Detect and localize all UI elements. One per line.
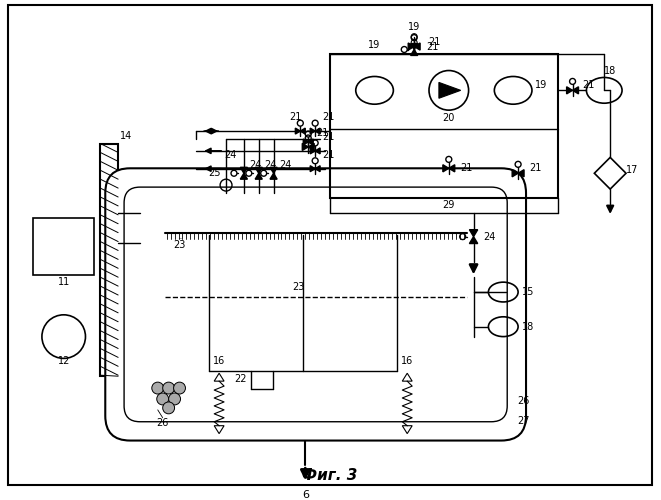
Text: 17: 17: [626, 166, 638, 175]
Polygon shape: [518, 170, 524, 177]
Text: 20: 20: [443, 113, 455, 123]
Polygon shape: [408, 43, 414, 50]
Text: 21: 21: [461, 164, 473, 173]
Circle shape: [163, 402, 175, 414]
Text: 19: 19: [535, 80, 547, 90]
Text: 21: 21: [322, 132, 334, 142]
Text: 21: 21: [316, 128, 329, 138]
Polygon shape: [315, 148, 320, 154]
Polygon shape: [469, 236, 478, 244]
Text: 21: 21: [426, 42, 438, 51]
Polygon shape: [255, 174, 262, 179]
Text: 24: 24: [250, 160, 262, 170]
Text: 23: 23: [292, 282, 305, 292]
Circle shape: [152, 382, 164, 394]
Circle shape: [174, 382, 186, 394]
Text: 19: 19: [368, 40, 381, 50]
Polygon shape: [315, 166, 320, 172]
Text: 21: 21: [289, 112, 301, 122]
Bar: [100, 144, 118, 376]
Text: 21: 21: [322, 150, 334, 160]
Polygon shape: [310, 148, 315, 154]
Polygon shape: [295, 128, 300, 134]
Bar: [330, 54, 558, 198]
Polygon shape: [443, 164, 449, 172]
Polygon shape: [410, 50, 418, 56]
Polygon shape: [300, 128, 305, 134]
Text: 22: 22: [235, 374, 247, 384]
Text: 24: 24: [264, 160, 277, 170]
Text: 27: 27: [517, 416, 529, 426]
Text: 25: 25: [208, 168, 220, 178]
Text: 24: 24: [483, 232, 496, 241]
FancyBboxPatch shape: [124, 187, 507, 422]
Text: 11: 11: [58, 277, 70, 287]
Polygon shape: [241, 174, 247, 179]
Text: 16: 16: [401, 356, 413, 366]
Polygon shape: [308, 139, 313, 145]
Polygon shape: [310, 128, 315, 134]
Circle shape: [163, 382, 175, 394]
Text: 6: 6: [302, 490, 309, 500]
Text: 29: 29: [443, 200, 455, 210]
Text: 23: 23: [173, 240, 186, 250]
Polygon shape: [566, 87, 572, 94]
Polygon shape: [302, 144, 308, 150]
Text: 16: 16: [213, 356, 225, 366]
Text: _: _: [178, 234, 181, 239]
Text: 21: 21: [529, 164, 542, 173]
Polygon shape: [414, 43, 420, 50]
Polygon shape: [255, 168, 262, 173]
Polygon shape: [449, 164, 455, 172]
Text: 18: 18: [604, 66, 616, 76]
Text: 26: 26: [517, 396, 529, 406]
Text: 12: 12: [58, 356, 70, 366]
Text: Фиг. 3: Фиг. 3: [302, 468, 358, 482]
Text: 24: 24: [224, 150, 236, 160]
Polygon shape: [241, 168, 247, 173]
Text: 21: 21: [582, 80, 595, 90]
Polygon shape: [572, 87, 578, 94]
Text: 15: 15: [522, 287, 534, 297]
Circle shape: [157, 393, 169, 405]
Polygon shape: [469, 230, 478, 236]
Polygon shape: [512, 170, 518, 177]
Text: 26: 26: [157, 418, 169, 428]
Polygon shape: [303, 139, 308, 145]
Polygon shape: [315, 128, 320, 134]
Text: 21: 21: [428, 36, 440, 46]
FancyBboxPatch shape: [105, 168, 526, 440]
Text: 21: 21: [322, 112, 334, 122]
Polygon shape: [310, 166, 315, 172]
Text: 24: 24: [279, 160, 292, 170]
Polygon shape: [410, 44, 418, 50]
Text: 14: 14: [120, 130, 132, 140]
Polygon shape: [270, 168, 277, 173]
Circle shape: [169, 393, 180, 405]
Text: 19: 19: [408, 22, 420, 32]
Polygon shape: [270, 174, 277, 179]
Bar: [33, 218, 95, 275]
Polygon shape: [439, 82, 461, 98]
Text: 18: 18: [522, 322, 534, 332]
Polygon shape: [308, 144, 314, 150]
